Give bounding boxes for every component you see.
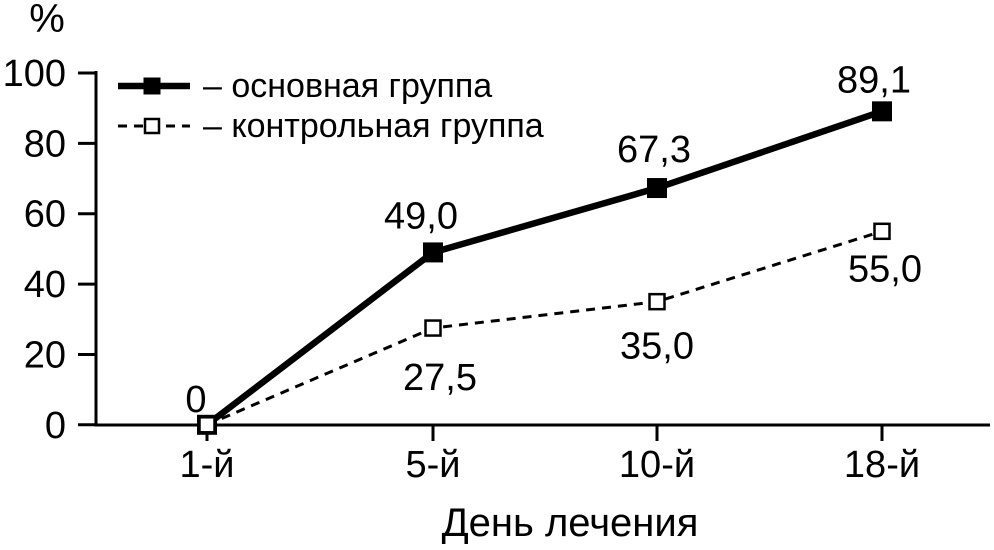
- y-tick-label: 40: [24, 264, 66, 306]
- legend-item-control-group: – контрольная группа: [118, 106, 544, 146]
- main-group-marker: [647, 178, 667, 199]
- legend-swatch-control-group: [118, 117, 190, 135]
- control-group-marker: [424, 319, 442, 337]
- y-tick-label: 0: [45, 405, 66, 447]
- legend: – основная группа – контрольная группа: [118, 66, 544, 146]
- legend-label-control-group: – контрольная группа: [203, 107, 544, 145]
- x-tick-label: 18-й: [844, 444, 920, 486]
- control-group-marker: [198, 416, 216, 434]
- control-group-marker: [648, 292, 666, 311]
- y-tick-label: 20: [24, 334, 66, 376]
- main-group-marker: [423, 242, 443, 263]
- y-tick-label: 80: [24, 123, 66, 165]
- data-label: 55,0: [848, 248, 922, 290]
- main-group-line: [205, 108, 884, 428]
- x-tick-label: 5-й: [405, 444, 460, 486]
- y-tick-label: 60: [24, 194, 66, 236]
- data-label: 67,3: [617, 129, 691, 171]
- data-label: 0: [185, 379, 206, 421]
- x-tick-label: 10-й: [619, 444, 695, 486]
- open-square-marker-icon: [143, 117, 161, 135]
- control-group-marker: [873, 222, 891, 241]
- legend-swatch-main-group: [118, 77, 190, 95]
- data-label: 49,0: [384, 195, 458, 237]
- x-axis-title: День лечения: [441, 501, 699, 545]
- x-tick-label: 1-й: [179, 444, 234, 486]
- data-label: 27,5: [403, 357, 477, 399]
- filled-square-marker-icon: [143, 77, 161, 95]
- main-group-marker: [872, 101, 892, 122]
- y-tick-label: 100: [3, 53, 66, 95]
- data-label: 35,0: [620, 326, 694, 368]
- y-axis-unit-label: %: [29, 0, 65, 41]
- data-label: 89,1: [837, 59, 911, 101]
- control-group-line: [206, 229, 883, 427]
- legend-item-main-group: – основная группа: [118, 66, 544, 106]
- legend-label-main-group: – основная группа: [203, 67, 493, 105]
